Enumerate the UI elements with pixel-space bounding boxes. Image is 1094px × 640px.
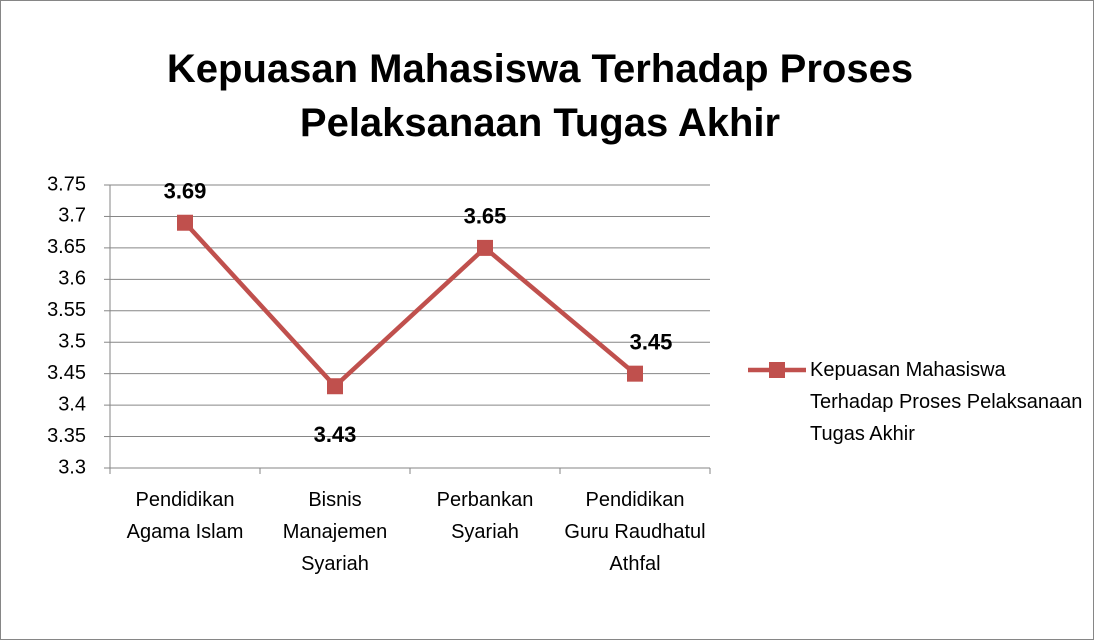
legend-marker xyxy=(769,362,785,378)
y-tick-label: 3.3 xyxy=(58,456,86,478)
marker xyxy=(327,378,343,395)
x-tick-label: Pendidikan Guru Raudhatul Athfal xyxy=(564,489,706,575)
x-tick-label: Pendidikan Agama Islam xyxy=(126,489,244,543)
chart-title: Kepuasan Mahasiswa Terhadap Proses Pelak… xyxy=(166,47,914,145)
y-tick-label: 3.5 xyxy=(58,331,86,353)
y-tick-label: 3.35 xyxy=(47,425,86,447)
marker xyxy=(627,365,643,382)
data-label: 3.69 xyxy=(164,179,207,204)
legend-label: Kepuasan Mahasiswa Terhadap Proses Pelak… xyxy=(810,359,1083,445)
y-tick-label: 3.55 xyxy=(47,299,86,321)
data-label: 3.65 xyxy=(464,204,507,229)
x-tick-label: Bisnis Manajemen Syariah xyxy=(282,489,388,575)
marker xyxy=(177,214,193,231)
data-label: 3.45 xyxy=(630,329,673,354)
x-tick-label: Perbankan Syariah xyxy=(436,489,534,543)
y-tick-label: 3.65 xyxy=(47,236,86,258)
y-tick-label: 3.7 xyxy=(58,205,86,227)
series-line xyxy=(183,221,637,390)
y-tick-label: 3.6 xyxy=(58,268,86,290)
y-tick-label: 3.4 xyxy=(58,393,86,415)
marker xyxy=(477,239,493,256)
y-tick-label: 3.75 xyxy=(47,173,86,195)
y-tick-label: 3.45 xyxy=(47,362,86,384)
data-label: 3.43 xyxy=(314,422,357,447)
